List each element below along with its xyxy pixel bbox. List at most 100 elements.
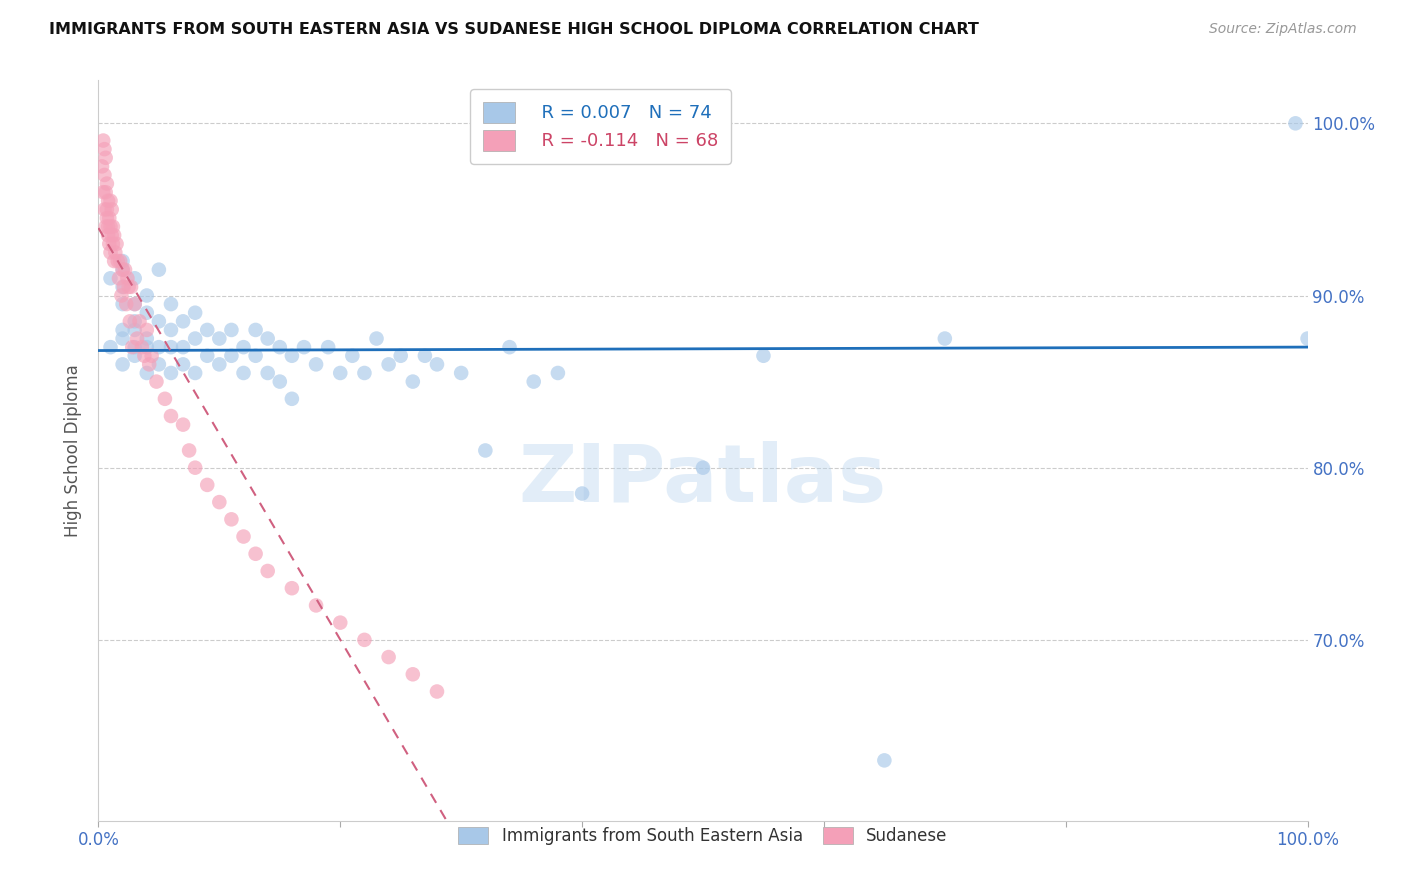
Point	[97, 194, 120, 208]
Point	[131, 340, 153, 354]
Point	[124, 323, 146, 337]
Point	[100, 194, 122, 208]
Point	[138, 357, 160, 371]
Point	[117, 271, 139, 285]
Point	[232, 530, 254, 544]
Point	[124, 340, 146, 354]
Point	[107, 254, 129, 268]
Point	[353, 366, 375, 380]
Point	[221, 512, 243, 526]
Point	[135, 288, 157, 302]
Point	[96, 177, 118, 191]
Point	[101, 236, 124, 251]
Point	[148, 262, 170, 277]
Point	[111, 280, 134, 294]
Point	[305, 357, 328, 371]
Point	[94, 185, 117, 199]
Point	[100, 245, 122, 260]
Point	[377, 357, 399, 371]
Point	[97, 219, 120, 234]
Point	[172, 314, 194, 328]
Point	[128, 314, 150, 328]
Point	[98, 236, 121, 251]
Point	[96, 211, 118, 225]
Point	[269, 340, 291, 354]
Point	[97, 228, 120, 243]
Point	[148, 357, 170, 371]
Point	[96, 202, 118, 217]
Point	[135, 306, 157, 320]
Point	[111, 332, 134, 346]
Point	[245, 323, 267, 337]
Point	[135, 366, 157, 380]
Point	[172, 357, 194, 371]
Point	[112, 280, 135, 294]
Point	[100, 202, 122, 217]
Point	[98, 211, 121, 225]
Point	[145, 375, 167, 389]
Point	[148, 340, 170, 354]
Point	[450, 366, 472, 380]
Point	[426, 684, 449, 698]
Point	[195, 478, 218, 492]
Point	[547, 366, 569, 380]
Point	[100, 271, 122, 285]
Point	[208, 495, 231, 509]
Point	[342, 349, 364, 363]
Point	[93, 202, 115, 217]
Point	[124, 349, 146, 363]
Point	[474, 443, 496, 458]
Point	[105, 236, 128, 251]
Point	[124, 314, 146, 328]
Point	[141, 349, 163, 363]
Point	[195, 323, 218, 337]
Point	[111, 262, 134, 277]
Text: Source: ZipAtlas.com: Source: ZipAtlas.com	[1209, 22, 1357, 37]
Point	[221, 323, 243, 337]
Point	[108, 271, 131, 285]
Point	[118, 314, 141, 328]
Point	[269, 375, 291, 389]
Point	[160, 366, 183, 380]
Point	[124, 297, 146, 311]
Point	[1296, 332, 1319, 346]
Point	[184, 332, 207, 346]
Point	[160, 297, 183, 311]
Point	[127, 332, 149, 346]
Point	[1284, 116, 1306, 130]
Point	[100, 228, 122, 243]
Point	[124, 297, 146, 311]
Point	[108, 254, 131, 268]
Point	[94, 151, 117, 165]
Point	[256, 332, 278, 346]
Point	[103, 254, 125, 268]
Legend: Immigrants from South Eastern Asia, Sudanese: Immigrants from South Eastern Asia, Suda…	[450, 818, 956, 853]
Point	[160, 409, 183, 423]
Point	[316, 340, 339, 354]
Point	[111, 262, 134, 277]
Point	[232, 340, 254, 354]
Point	[100, 340, 122, 354]
Point	[281, 581, 304, 595]
Point	[523, 375, 546, 389]
Point	[184, 306, 207, 320]
Point	[101, 219, 124, 234]
Point	[934, 332, 956, 346]
Point	[366, 332, 388, 346]
Point	[256, 564, 278, 578]
Point	[91, 134, 114, 148]
Point	[160, 323, 183, 337]
Point	[179, 443, 201, 458]
Y-axis label: High School Diploma: High School Diploma	[65, 364, 83, 537]
Point	[100, 219, 122, 234]
Text: IMMIGRANTS FROM SOUTH EASTERN ASIA VS SUDANESE HIGH SCHOOL DIPLOMA CORRELATION C: IMMIGRANTS FROM SOUTH EASTERN ASIA VS SU…	[49, 22, 979, 37]
Point	[148, 314, 170, 328]
Point	[873, 753, 896, 767]
Point	[195, 349, 218, 363]
Point	[91, 185, 114, 199]
Point	[111, 254, 134, 268]
Point	[413, 349, 436, 363]
Point	[281, 392, 304, 406]
Point	[104, 245, 127, 260]
Point	[184, 460, 207, 475]
